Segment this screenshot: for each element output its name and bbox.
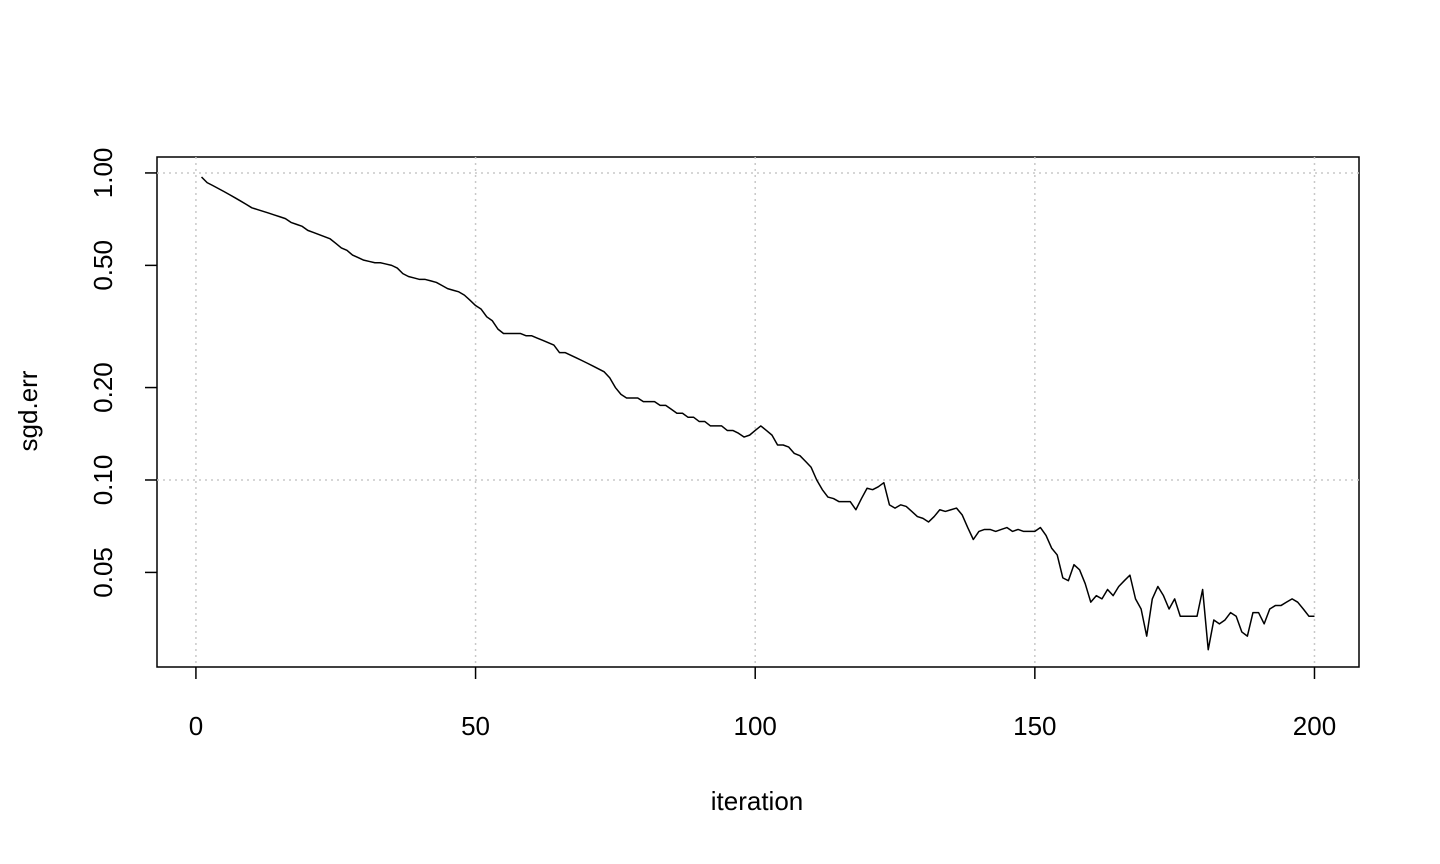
x-axis-label: iteration — [711, 786, 804, 816]
x-tick-label: 100 — [734, 711, 777, 741]
x-tick-label: 150 — [1013, 711, 1056, 741]
plot-box — [156, 156, 1360, 668]
y-tick-label: 0.20 — [88, 362, 118, 413]
y-tick-label: 0.50 — [88, 240, 118, 291]
x-tick-label: 0 — [189, 711, 203, 741]
x-tick-label: 50 — [461, 711, 490, 741]
y-tick-label: 0.10 — [88, 455, 118, 506]
y-tick-label: 0.05 — [88, 547, 118, 598]
y-tick-label: 1.00 — [88, 148, 118, 199]
y-axis-label: sgd.err — [13, 370, 43, 451]
data-line — [200, 176, 1315, 651]
x-tick-label: 200 — [1293, 711, 1336, 741]
